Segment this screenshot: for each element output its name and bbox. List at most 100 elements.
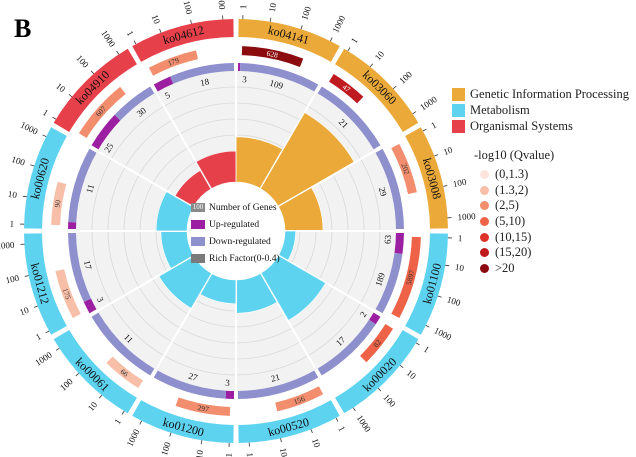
outer-tick bbox=[190, 19, 192, 24]
qvalue-legend-item: (5,10) bbox=[480, 214, 554, 230]
gene-count-bar bbox=[360, 324, 394, 363]
gene-count-bar bbox=[391, 143, 417, 195]
down-regulated-bar bbox=[91, 312, 155, 376]
outer-tick-label: 1000 bbox=[355, 413, 374, 434]
outer-tick-label: 1000 bbox=[418, 94, 439, 113]
qvalue-label: (1.3,2) bbox=[495, 182, 529, 197]
down-regulated-bar bbox=[375, 148, 404, 230]
gene-count-bar bbox=[175, 397, 231, 416]
outer-tick bbox=[169, 432, 172, 437]
outer-tick bbox=[434, 154, 439, 157]
gene-count-bar bbox=[241, 46, 304, 68]
outer-tick bbox=[52, 116, 57, 120]
gene-count-bar bbox=[106, 356, 143, 389]
outer-tick bbox=[330, 37, 333, 42]
outer-tick bbox=[22, 195, 27, 198]
outer-tick-label: 1000 bbox=[19, 120, 40, 137]
pathway-ring-segment bbox=[24, 127, 67, 229]
gene-count-label: 628 bbox=[266, 49, 279, 60]
pathway-ring-segment bbox=[132, 400, 234, 443]
down-regulated-bar bbox=[68, 148, 97, 223]
outer-tick-label: 1 bbox=[112, 417, 123, 426]
up-regulated-bar bbox=[369, 312, 381, 325]
track-legend-genes: 100 Number of Genes bbox=[191, 199, 280, 216]
track-label-down: Down-regulated bbox=[209, 236, 271, 247]
outer-tick-label: 100 bbox=[159, 440, 173, 456]
outer-tick-label: 10 bbox=[54, 81, 68, 95]
down-count-label: 109 bbox=[268, 78, 284, 91]
segment-separator bbox=[51, 124, 195, 208]
up-count-label: 3 bbox=[225, 378, 231, 388]
outer-tick-label: 1000 bbox=[330, 13, 347, 34]
down-count-label: 21 bbox=[270, 372, 281, 384]
up-regulated-bar bbox=[153, 76, 174, 92]
outer-tick bbox=[98, 394, 103, 399]
down-count-label: 189 bbox=[373, 271, 387, 287]
qvalue-legend-title: -log10 (Qvalue) bbox=[474, 148, 555, 162]
outer-tick-label: 10 bbox=[454, 262, 465, 273]
outer-tick bbox=[75, 372, 80, 377]
outer-tick bbox=[133, 40, 137, 45]
rich-factor-bar bbox=[195, 150, 237, 189]
pathway-ring-segment bbox=[238, 400, 340, 443]
outer-tick-label: 1000 bbox=[99, 28, 118, 49]
outer-tick-label: 1 bbox=[34, 331, 43, 342]
outer-tick bbox=[200, 440, 203, 445]
outer-tick-label: 1 bbox=[336, 424, 347, 433]
qvalue-dot bbox=[480, 217, 489, 227]
outer-tick bbox=[300, 25, 303, 30]
down-regulated-bar bbox=[153, 370, 227, 399]
legend-swatch-organismal bbox=[452, 119, 465, 133]
outer-tick bbox=[310, 429, 313, 434]
outer-tick bbox=[347, 47, 351, 52]
outer-tick-label: 1 bbox=[224, 453, 234, 457]
down-count-label: 29 bbox=[377, 186, 389, 198]
qvalue-legend: -log10 (Qvalue) (0,1.3) (1.3,2) (2,5) (5… bbox=[474, 148, 554, 276]
gene-count-label: 90 bbox=[53, 199, 63, 208]
up-regulated-bar bbox=[394, 232, 404, 254]
qvalue-dot bbox=[480, 201, 489, 211]
up-count-label: 63 bbox=[383, 234, 394, 244]
outer-tick-label: 100 bbox=[446, 294, 462, 308]
track-label-rich: Rich Factor(0-0.4) bbox=[209, 253, 280, 264]
outer-tick-label: 10 bbox=[442, 144, 454, 157]
outer-tick-label: 1 bbox=[349, 36, 360, 45]
gene-count-label: 297 bbox=[197, 403, 210, 414]
outer-tick bbox=[422, 128, 427, 132]
outer-tick bbox=[335, 417, 339, 422]
outer-tick-label: 10 bbox=[86, 399, 100, 413]
pathway-id-label: ko03060 bbox=[360, 68, 400, 108]
outer-tick-label: 1 bbox=[41, 107, 50, 118]
pathway-ring-segment bbox=[53, 330, 137, 414]
outer-tick-label: 1 bbox=[9, 219, 14, 229]
segment-separator bbox=[51, 254, 195, 338]
gene-count-bar bbox=[148, 50, 198, 76]
legend-label-metabolism: Metabolism bbox=[470, 102, 530, 117]
legend-label-genetic: Genetic Information Processing bbox=[470, 86, 629, 101]
qvalue-dot bbox=[480, 170, 489, 180]
outer-tick-label: 100 bbox=[10, 154, 26, 168]
up-count-label: 3 bbox=[95, 295, 106, 304]
outer-tick bbox=[139, 420, 142, 425]
outer-tick-label: 1000 bbox=[33, 349, 54, 368]
outer-tick bbox=[377, 387, 382, 392]
down-count-label: 18 bbox=[199, 76, 210, 88]
track-swatch-up bbox=[191, 220, 205, 229]
up-regulated-bar bbox=[83, 298, 97, 314]
outer-tick bbox=[55, 347, 60, 351]
up-count-label: 5 bbox=[163, 90, 172, 101]
track-label-up: Up-regulated bbox=[209, 219, 260, 230]
pathway-ring-segment bbox=[238, 19, 340, 62]
gene-count-bar bbox=[275, 386, 324, 412]
outer-tick-label: 1 bbox=[429, 120, 438, 131]
pathway-ring-segment bbox=[53, 48, 137, 132]
up-regulated-bar bbox=[225, 390, 235, 399]
qvalue-label: (15,20) bbox=[495, 245, 532, 260]
qvalue-dot bbox=[480, 248, 489, 258]
outer-tick bbox=[415, 342, 420, 346]
outer-tick-label: 10 bbox=[7, 189, 18, 200]
down-regulated-bar bbox=[170, 63, 235, 84]
legend-item-organismal: Organismal Systems bbox=[452, 118, 629, 134]
outer-tick-label: 1000 bbox=[457, 211, 476, 222]
